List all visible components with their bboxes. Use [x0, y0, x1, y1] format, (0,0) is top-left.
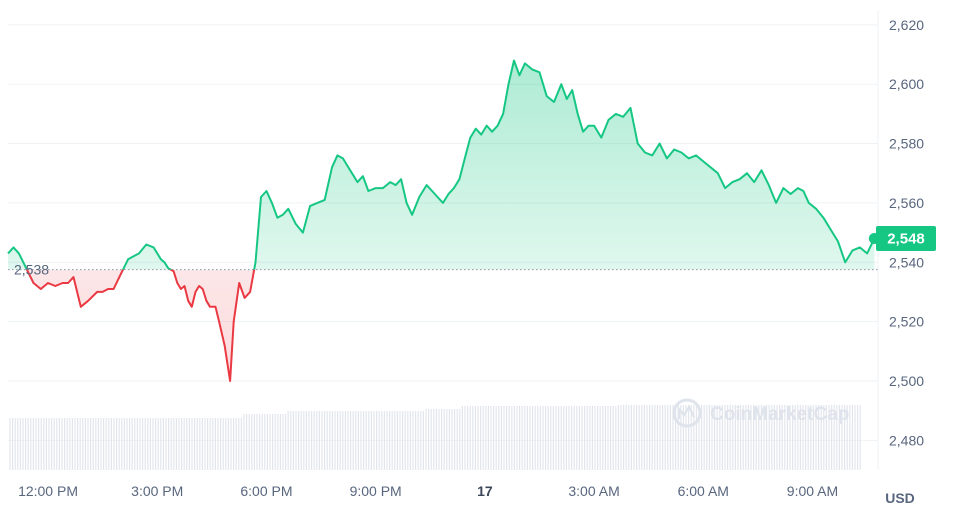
reference-label: 2,538 [14, 262, 49, 278]
x-tick-label: 9:00 AM [787, 483, 838, 499]
y-tick-label: 2,580 [889, 136, 924, 152]
watermark-text: CoinMarketCap [710, 404, 849, 425]
watermark-logo-mark-icon [677, 404, 695, 419]
x-axis: 12:00 PM 3:00 PM 6:00 PM 9:00 PM 17 3:00 AM 6:… [18, 483, 838, 499]
y-tick-label: 2,560 [889, 195, 924, 211]
volume-bars [9, 405, 861, 470]
x-tick-label: 17 [477, 483, 493, 499]
current-price-badge-bg [876, 226, 936, 252]
y-tick-label: 2,500 [889, 373, 924, 389]
y-tick-label: 2,620 [889, 17, 924, 33]
y-tick-label: 2,520 [889, 314, 924, 330]
area-fill-below [8, 269, 875, 381]
y-tick-label: 2,540 [889, 254, 924, 270]
x-tick-label: 6:00 AM [678, 483, 729, 499]
area-fills [8, 60, 875, 381]
price-line-above [7, 59, 876, 270]
area-fill-above [8, 60, 875, 270]
x-tick-label: 12:00 PM [18, 483, 78, 499]
currency-label: USD [885, 490, 915, 506]
y-tick-label: 2,480 [889, 432, 924, 448]
x-tick-label: 6:00 PM [240, 483, 292, 499]
price-lines [7, 59, 876, 382]
watermark: CoinMarketCap [672, 398, 849, 428]
x-tick-label: 3:00 AM [568, 483, 619, 499]
y-tick-label: 2,600 [889, 76, 924, 92]
watermark-logo-icon [672, 398, 702, 428]
current-price-label: 2,548 [887, 231, 925, 248]
x-tick-label: 9:00 PM [350, 483, 402, 499]
current-price-badge: 2,548 [876, 226, 936, 252]
x-tick-label: 3:00 PM [131, 483, 183, 499]
y-axis: 2,620 2,600 2,580 2,560 2,540 2,520 2,500 2,480 [889, 17, 924, 448]
